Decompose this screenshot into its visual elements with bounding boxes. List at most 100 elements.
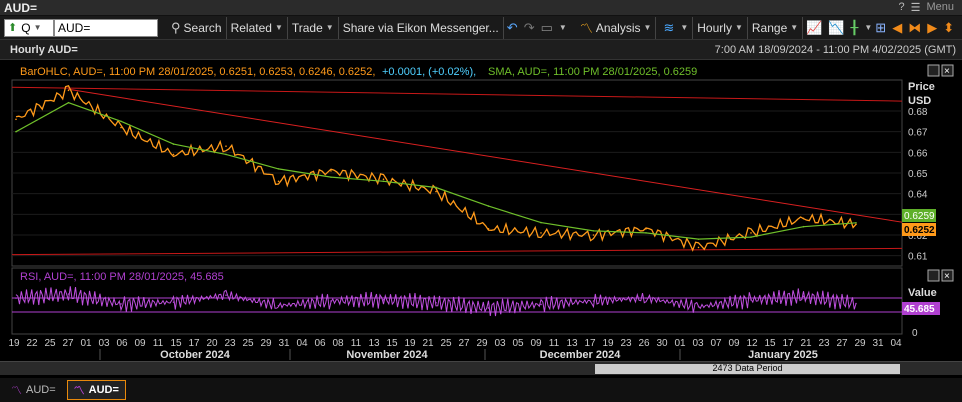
value-axis-label: Value <box>908 287 937 299</box>
fit-icon[interactable]: ⧓ <box>908 19 922 35</box>
window-title: AUD= <box>4 1 38 15</box>
rsi-value-badge-text: 45.685 <box>904 304 935 315</box>
day-tick-label: 12 <box>746 338 758 349</box>
day-tick-label: 04 <box>890 338 902 349</box>
related-button[interactable]: Related ▼ <box>227 16 288 39</box>
maximize-rsi-pane-icon[interactable] <box>927 269 940 282</box>
sma-point <box>382 180 385 183</box>
rsi-point <box>330 300 332 302</box>
search-label: Search <box>183 20 222 35</box>
month-labels: October 2024 November 2024 December 2024 Ja… <box>99 349 818 361</box>
price-tick-label: 0.66 <box>908 148 928 159</box>
last-value-badge-text: 0.6252 <box>904 225 935 236</box>
last-value-badge <box>902 223 936 236</box>
day-tick-label: 07 <box>710 338 722 349</box>
rsi-point <box>487 307 490 309</box>
day-tick-label: 05 <box>512 338 524 349</box>
legend-sma: SMA, AUD=, 11:00 PM 28/01/2025, 0.6259 <box>488 66 697 78</box>
menu-button[interactable]: Menu <box>926 1 954 13</box>
price-chart[interactable]: BarOHLC, AUD=, 11:00 PM 28/01/2025, 0.62… <box>0 60 962 361</box>
window-titlebar: AUD= ? ☰ Menu <box>0 0 962 16</box>
chevron-down-icon: ▼ <box>325 23 334 32</box>
range-button[interactable]: Range ▼ <box>748 16 804 39</box>
day-tick-label: 27 <box>458 338 470 349</box>
day-tick-label: 19 <box>404 338 416 349</box>
tab-aud-1[interactable]: 〽 AUD= <box>4 380 63 400</box>
interval-label: Hourly <box>697 20 732 35</box>
waves-button[interactable]: ≋ ▼ <box>656 16 694 39</box>
day-tick-label: 31 <box>872 338 884 349</box>
month-label: January 2025 <box>748 349 818 360</box>
time-scrollbar[interactable]: 2473 Data Period <box>0 361 962 375</box>
price-pane-buttons: × × <box>927 64 954 282</box>
search-button[interactable]: ⚲ Search <box>164 16 227 39</box>
chevron-down-icon[interactable]: ▼ <box>864 23 873 32</box>
day-tick-label: 09 <box>530 338 542 349</box>
trend-line-diagonal <box>68 88 903 223</box>
price-point <box>225 145 227 147</box>
scroll-right-icon[interactable]: ▶ <box>927 19 938 35</box>
price-point <box>172 153 175 156</box>
chevron-down-icon: ▼ <box>680 23 689 32</box>
sma-point <box>120 120 122 123</box>
close-pane-icon[interactable] <box>941 64 954 77</box>
ric-input[interactable]: AUD= <box>54 18 158 37</box>
chevron-down-icon: ▼ <box>274 23 283 32</box>
bottom-tabs: 〽 AUD= 〽 AUD= <box>0 378 962 402</box>
price-point <box>487 228 490 230</box>
up-arrow-icon: ⬆ <box>8 22 18 34</box>
maximize-pane-icon[interactable] <box>927 64 940 77</box>
scroll-left-icon[interactable]: ◀ <box>892 19 903 35</box>
day-tick-label: 23 <box>818 338 830 349</box>
price-tick-label: 0.67 <box>908 128 928 139</box>
sma-point <box>487 205 490 207</box>
scrollbar-thumb[interactable] <box>595 364 900 374</box>
sma-point <box>15 130 17 133</box>
sma-value-badge-text: 0.6259 <box>904 211 935 222</box>
compare-chart-icon[interactable]: 📉 <box>828 19 845 35</box>
interval-button[interactable]: Hourly ▼ <box>693 16 748 39</box>
day-tick-label: 11 <box>153 338 164 349</box>
day-tick-label: 22 <box>26 338 38 349</box>
chevron-down-icon[interactable]: ▼ <box>558 23 567 32</box>
sma-point <box>67 101 70 104</box>
line-chart-icon[interactable]: 📈 <box>806 19 823 35</box>
undo-icon[interactable]: ↶ <box>506 19 518 35</box>
price-point <box>697 246 700 249</box>
day-tick-label: 23 <box>224 338 236 349</box>
rsi-point <box>277 304 280 307</box>
close-rsi-pane-icon[interactable] <box>941 269 954 282</box>
zoom-icon[interactable]: ⬍ <box>943 19 955 35</box>
analysis-button[interactable]: 〽 Analysis ▼ <box>573 16 657 39</box>
price-point <box>645 228 647 230</box>
rsi-value-badge <box>902 302 940 315</box>
toolbar: ⬆ Q ▼ AUD= ⚲ Search Related ▼ Trade ▼ Shar… <box>0 16 962 40</box>
rsi-tick-label: 0 <box>912 328 918 339</box>
menu-icon[interactable]: ☰ <box>910 2 921 14</box>
legend-rsi: RSI, AUD=, 11:00 PM 28/01/2025, 45.685 <box>20 271 224 283</box>
price-axis-label: Price <box>908 81 935 93</box>
day-tick-label: 25 <box>44 338 56 349</box>
add-panel-icon[interactable]: ⊞ <box>875 19 887 35</box>
sma-point <box>540 221 542 224</box>
day-tick-label: 03 <box>494 338 506 349</box>
help-icon[interactable]: ? <box>898 1 905 13</box>
share-label: Share via Eikon Messenger... <box>342 20 499 35</box>
mode-select[interactable]: ⬆ Q ▼ <box>4 18 54 37</box>
folder-icon[interactable]: ▭ <box>540 19 553 35</box>
rsi-point <box>855 302 857 305</box>
price-tick-label: 0.61 <box>908 252 928 263</box>
day-ticks: 19 22 25 27 01 03 06 09 11 15 17 20 23 25 29 31 04 06 08 11… <box>8 338 902 349</box>
price-point <box>592 234 595 236</box>
tab-aud-2[interactable]: 〽 AUD= <box>66 380 126 400</box>
legend-ohlc: BarOHLC, AUD=, 11:00 PM 28/01/2025, 0.62… <box>20 66 375 78</box>
trade-button[interactable]: Trade ▼ <box>288 16 339 39</box>
crosshair-icon[interactable]: ╂ <box>850 19 859 35</box>
chart-area[interactable]: BarOHLC, AUD=, 11:00 PM 28/01/2025, 0.62… <box>0 60 962 361</box>
price-point <box>330 170 332 172</box>
redo-icon[interactable]: ↷ <box>523 19 535 35</box>
analysis-icon: 〽 <box>579 21 593 36</box>
day-tick-label: 15 <box>386 338 398 349</box>
rsi-point <box>697 306 700 308</box>
share-button[interactable]: Share via Eikon Messenger... <box>339 16 504 39</box>
